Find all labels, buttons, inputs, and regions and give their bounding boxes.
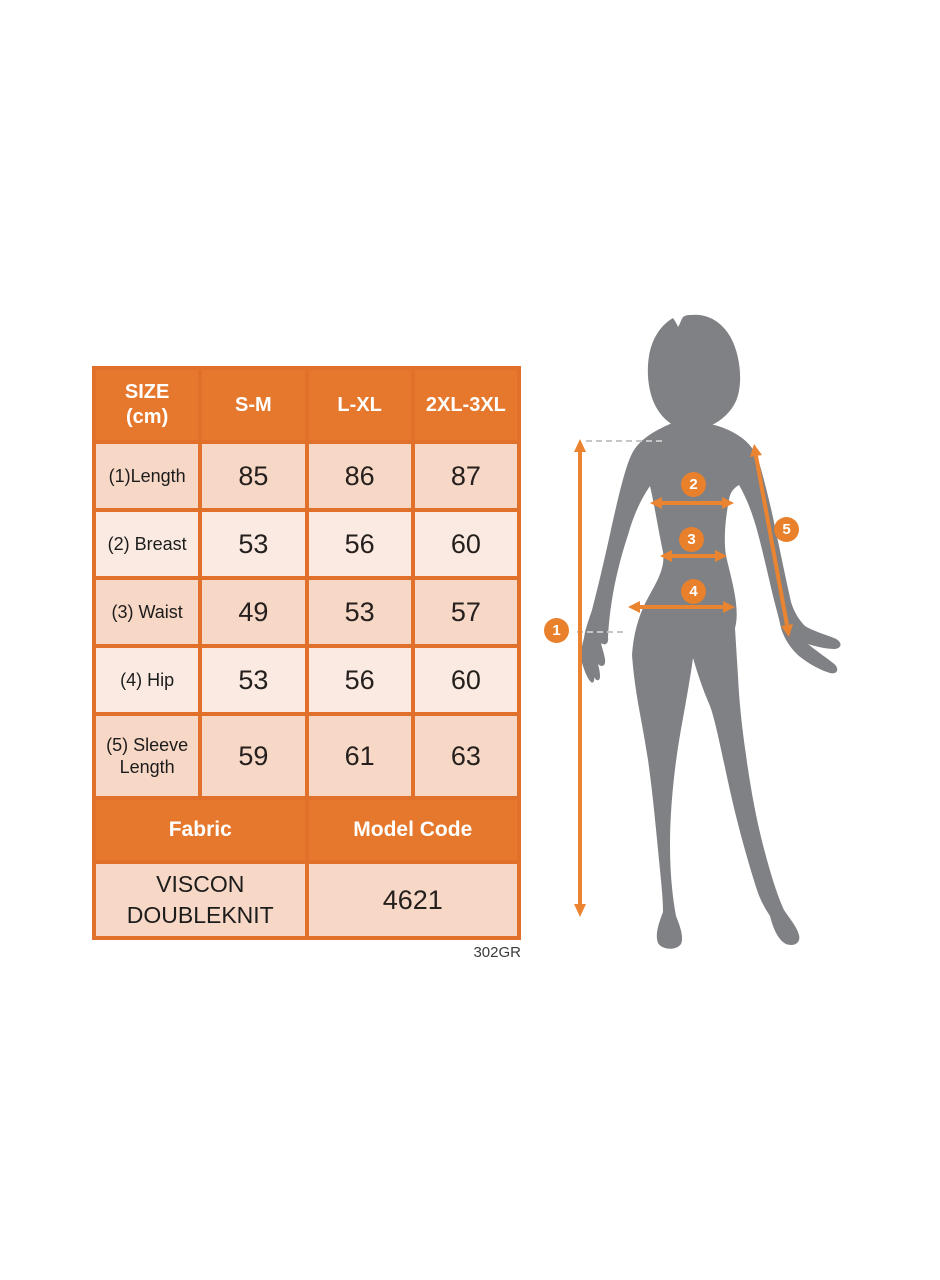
header-size-sm: S-M [202,370,305,440]
measurement-arrows [574,439,793,917]
footer-model-code-header: Model Code [308,800,517,860]
header-size-lxl: L-XL [308,370,411,440]
row-hip-label: (4) Hip [96,648,199,712]
breast-arrowhead-left [650,497,662,509]
sleeve-arrowhead-top [750,444,762,457]
breast-arrowhead-right [722,497,734,509]
row-sleeve-lxl: 61 [308,716,411,796]
marker-5-sleeve: 5 [774,517,799,542]
guide-dashed-lines [577,440,666,633]
row-breast-2xl3xl: 60 [414,512,517,576]
header-size-unit: SIZE (cm) [96,370,199,440]
waist-arrowhead-right [715,550,727,562]
row-waist-2xl3xl: 57 [414,580,517,644]
length-arrowhead-top [574,439,586,452]
footer-model-code-value: 4621 [308,864,517,936]
length-arrowhead-bottom [574,904,586,917]
measurement-figure [574,314,841,949]
row-length-label: (1)Length [96,444,199,508]
row-breast-lxl: 56 [308,512,411,576]
row-sleeve-2xl3xl: 63 [414,716,517,796]
row-sleeve-label: (5) Sleeve Length [96,716,199,796]
header-size-2xl3xl: 2XL-3XL [414,370,517,440]
marker-4-hip: 4 [681,579,706,604]
row-length-sm: 85 [202,444,305,508]
row-waist-label: (3) Waist [96,580,199,644]
size-chart-table: SIZE (cm) S-M L-XL 2XL-3XL (1)Length 85 … [92,366,521,940]
sleeve-arrowhead-bottom [781,624,793,637]
footer-fabric-header: Fabric [96,800,305,860]
row-breast-sm: 53 [202,512,305,576]
row-hip-sm: 53 [202,648,305,712]
silhouette-head [647,314,741,430]
footer-fabric-value: VISCON DOUBLEKNIT [96,864,305,936]
silhouette-body [581,421,841,949]
style-code-footnote: 302GR [473,944,521,961]
row-sleeve-sm: 59 [202,716,305,796]
model-code-value-text: 4621 [382,884,443,915]
hip-arrowhead-right [723,601,735,613]
row-waist-sm: 49 [202,580,305,644]
hip-arrowhead-left [628,601,640,613]
waist-arrowhead-left [660,550,672,562]
header-size-unit-label: SIZE (cm) [124,381,170,428]
marker-1-length: 1 [544,618,569,643]
row-waist-lxl: 53 [308,580,411,644]
marker-2-breast: 2 [681,472,706,497]
row-length-lxl: 86 [308,444,411,508]
row-hip-2xl3xl: 60 [414,648,517,712]
marker-3-waist: 3 [679,527,704,552]
row-hip-lxl: 56 [308,648,411,712]
row-length-2xl3xl: 87 [414,444,517,508]
sleeve-arrow-line [754,455,789,626]
row-breast-label: (2) Breast [96,512,199,576]
fabric-value-text: VISCON DOUBLEKNIT [126,870,274,928]
